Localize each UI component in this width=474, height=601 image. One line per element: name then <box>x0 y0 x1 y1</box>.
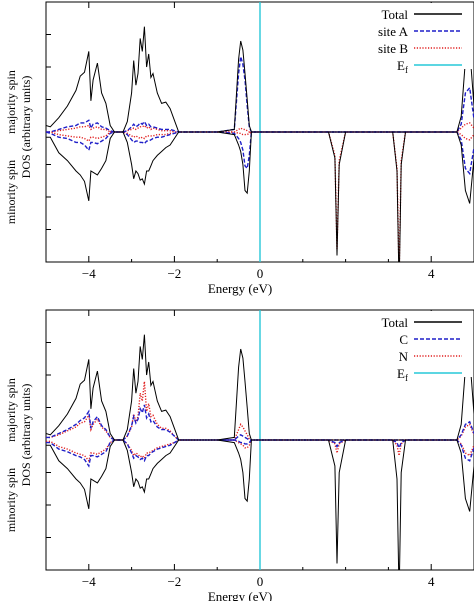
dos-panel-top: −4 −2 0 4 Energy (eV) DOS (arbitrary units)ma… <box>4 1 474 296</box>
legend-label-n: N <box>399 349 409 364</box>
y-label-majority: majority spin <box>4 70 18 134</box>
x-tick-label: 4 <box>428 266 435 281</box>
y-axis-label: DOS (arbitrary units) <box>19 76 33 179</box>
series-line-total-up <box>46 334 474 441</box>
plot-area <box>46 2 474 262</box>
legend-label-e_f: Ef <box>397 58 408 75</box>
x-tick-label: −4 <box>82 574 96 589</box>
legend-label-site-a: site A <box>378 24 409 39</box>
legend-label-site-b: site B <box>378 41 408 56</box>
dos-panel-bottom: −4 −2 0 4 Energy (eV) DOS (arbitrary units)ma… <box>4 309 474 601</box>
series-line-total-down <box>46 131 474 262</box>
x-tick-label: 4 <box>428 574 435 589</box>
x-tick-label: 0 <box>257 266 264 281</box>
y-axis-label: DOS (arbitrary units) <box>19 384 33 487</box>
series-line-total-down <box>46 439 474 570</box>
x-tick-label: −2 <box>167 266 181 281</box>
x-axis-label: Energy (eV) <box>208 589 272 601</box>
x-tick-label: −2 <box>167 574 181 589</box>
series-line-n-up <box>46 381 474 441</box>
series-line-site-b-up <box>46 122 474 133</box>
series-line-site-a-up <box>46 56 474 133</box>
legend-label-e_f: Ef <box>397 366 408 383</box>
y-label-minority: minority spin <box>4 160 18 224</box>
legend-label-total: Total <box>381 7 408 22</box>
legend-label-subscript: f <box>405 373 408 383</box>
legend-label-subscript: f <box>405 65 408 75</box>
y-label-majority: majority spin <box>4 378 18 442</box>
y-label-minority: minority spin <box>4 468 18 532</box>
series-line-total-up <box>46 26 474 133</box>
plot-area <box>46 310 474 570</box>
x-axis-label: Energy (eV) <box>208 281 272 296</box>
legend-label-c: C <box>399 332 408 347</box>
x-tick-label: 0 <box>257 574 264 589</box>
legend-label-total: Total <box>381 315 408 330</box>
series-line-c-down <box>46 439 474 468</box>
x-tick-label: −4 <box>82 266 96 281</box>
